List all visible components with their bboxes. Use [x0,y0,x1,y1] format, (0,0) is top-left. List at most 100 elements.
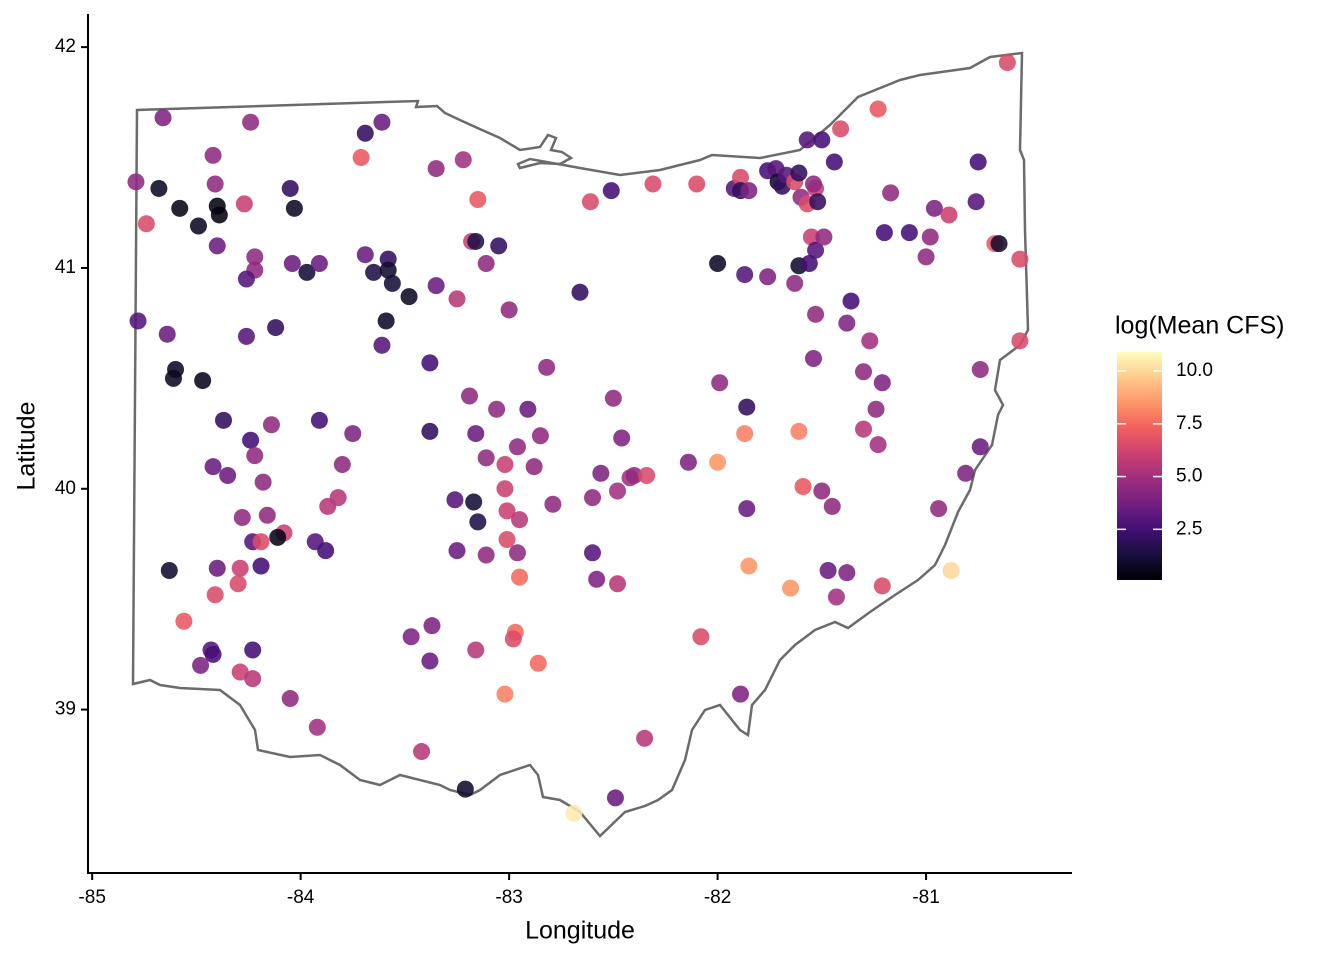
point [164,369,182,387]
point [254,473,272,491]
point [807,241,825,259]
point [356,124,374,142]
point [496,685,514,703]
point [738,500,756,518]
point [942,561,960,579]
point [688,175,706,193]
point [584,544,602,562]
point [421,422,439,440]
point [736,425,754,443]
point [365,263,383,281]
point [709,255,727,273]
point [832,120,850,138]
point [281,179,299,197]
point [427,160,445,178]
colorbar-label: 5.0 [1176,466,1202,487]
point [873,577,891,595]
point [882,184,900,202]
point [798,131,816,149]
point [208,237,226,255]
point [192,656,210,674]
point [732,168,750,186]
point [804,175,822,193]
point [319,497,337,515]
point [709,453,727,471]
point [790,164,808,182]
point [538,358,556,376]
point [469,513,487,531]
point [454,151,472,169]
point [738,398,756,416]
point [127,173,145,191]
colorbar-label: 2.5 [1176,518,1202,539]
point [356,246,374,264]
point [496,455,514,473]
point [421,354,439,372]
point [925,199,943,217]
y-tick-label: 41 [55,257,76,278]
point [604,389,622,407]
point [613,429,631,447]
point [525,458,543,476]
point [813,131,831,149]
point [477,255,495,273]
point [511,511,529,529]
point [244,641,262,659]
point [531,427,549,445]
point [786,274,804,292]
point [957,464,975,482]
point [855,420,873,438]
point [229,575,247,593]
point [204,146,222,164]
point [400,288,418,306]
point [867,400,885,418]
point [544,495,562,513]
y-tick-label: 42 [55,36,76,57]
point [782,579,800,597]
point [242,431,260,449]
point [402,628,420,646]
point [636,729,654,747]
point [838,314,856,332]
point [971,361,989,379]
point [809,193,827,211]
point [584,489,602,507]
point [969,153,987,171]
point [285,199,303,217]
point [219,467,237,485]
point [252,557,270,575]
point [175,612,193,630]
point [500,301,518,319]
point [189,217,207,235]
point [427,277,445,295]
point [1011,250,1029,268]
y-axis-title: Latitude [13,402,41,491]
point [711,374,729,392]
point [137,215,155,233]
point [508,438,526,456]
point [448,542,466,560]
point [873,374,891,392]
point [581,193,599,211]
point [456,780,474,798]
point [461,387,479,405]
x-tick-label: -82 [704,887,731,908]
colorbar-label: 10.0 [1176,360,1213,381]
point [377,312,395,330]
point [823,497,841,515]
point [465,493,483,511]
point [855,363,873,381]
point [807,305,825,323]
point [283,255,301,273]
point [827,588,845,606]
point [842,292,860,310]
point [246,248,264,266]
point [606,789,624,807]
point [519,400,537,418]
point [352,149,370,167]
colorbar [1117,352,1162,580]
point [258,506,276,524]
point [588,570,606,588]
point [498,502,516,520]
point [233,508,251,526]
